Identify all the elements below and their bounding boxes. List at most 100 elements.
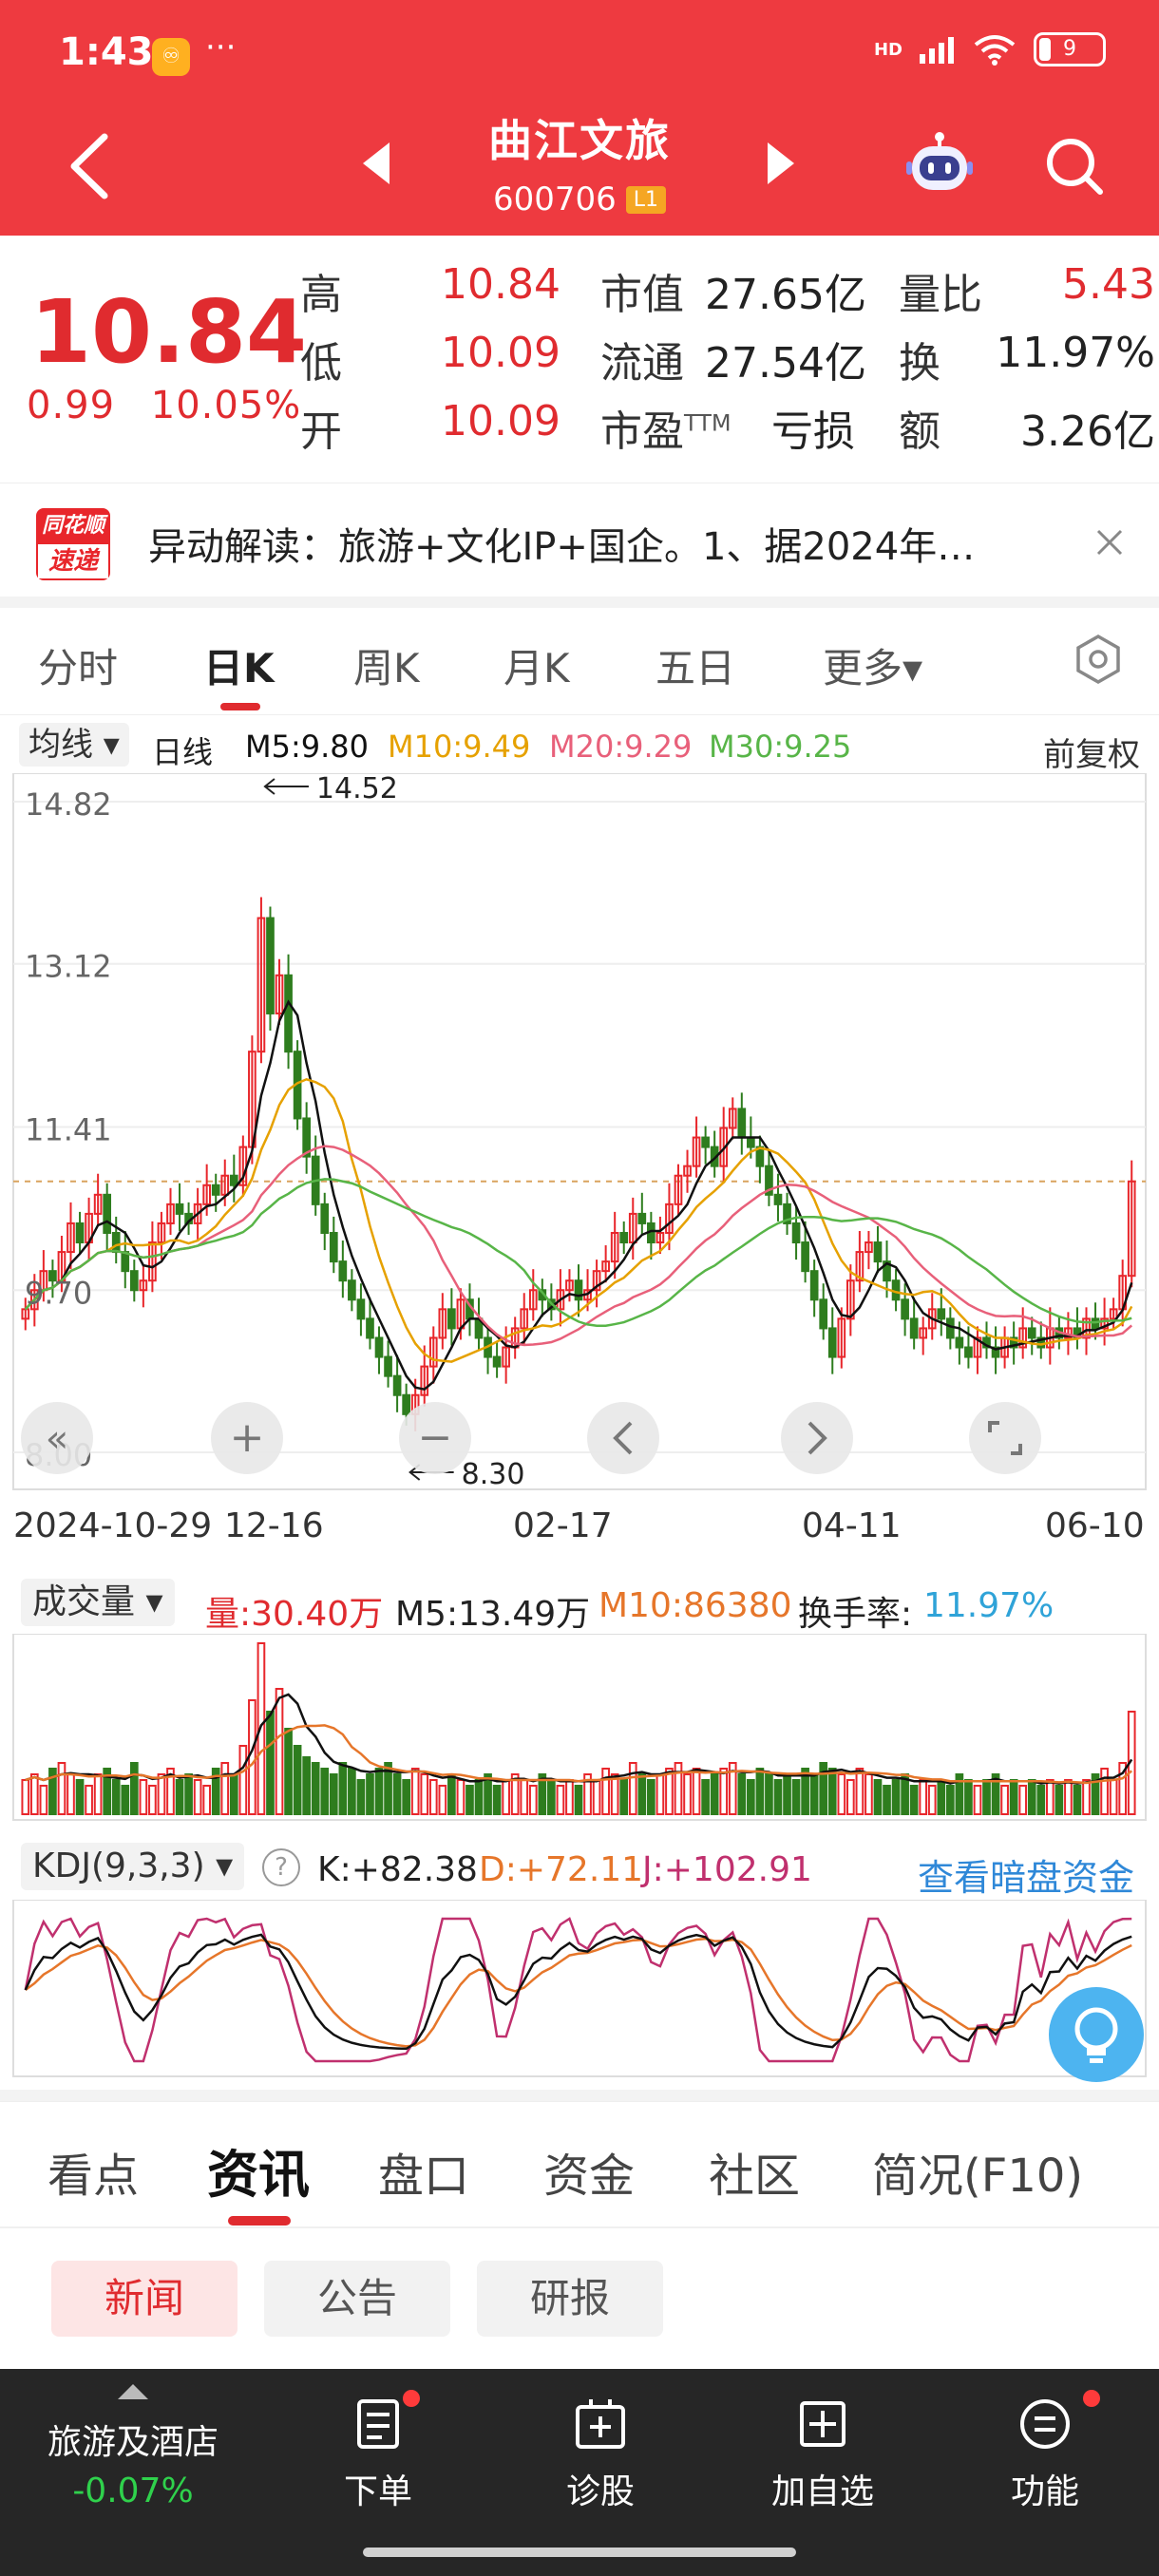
network-hd-label: HD	[873, 39, 902, 60]
zoom-in-button[interactable]	[211, 1402, 283, 1474]
order-button[interactable]: 下单	[283, 2369, 473, 2576]
turnover-value: 11.97%	[996, 329, 1155, 377]
volume-chart[interactable]	[0, 1634, 1159, 1824]
dark-pool-link[interactable]: 查看暗盘资金	[917, 1857, 1134, 1899]
wifi-icon	[974, 35, 1016, 66]
candle-body	[420, 1365, 429, 1396]
chip-research[interactable]: 研报	[477, 2261, 663, 2337]
status-time: 1:43	[59, 30, 154, 74]
tab-more[interactable]: 更多▾	[823, 645, 923, 691]
volume-bar	[492, 1785, 502, 1815]
tab-monthly-k[interactable]: 月K	[504, 645, 570, 691]
help-icon[interactable]: ?	[262, 1848, 300, 1886]
volume-bar	[973, 1785, 982, 1815]
fullscreen-button[interactable]	[969, 1402, 1041, 1474]
divider	[0, 2226, 1159, 2228]
candle-body	[66, 1222, 75, 1254]
assistant-robot-icon[interactable]	[904, 129, 975, 199]
candle-body	[402, 1393, 410, 1415]
volume-select[interactable]: 成交量 ▾	[21, 1579, 175, 1626]
zoom-out-button[interactable]	[399, 1402, 471, 1474]
x-axis: 2024-10-29 12-16 02-17 04-11 06-10	[0, 1495, 1159, 1565]
volume-bar	[747, 1779, 755, 1815]
diagnose-label: 诊股	[565, 2472, 635, 2511]
volume-bar	[1082, 1779, 1091, 1815]
tab-weekly-k[interactable]: 周K	[353, 645, 420, 691]
idea-button[interactable]	[1049, 1987, 1144, 2082]
volume-bar	[202, 1785, 212, 1815]
volume-bar	[1073, 1785, 1082, 1815]
scroll-right-button[interactable]	[781, 1402, 853, 1474]
volume-bar	[592, 1779, 601, 1815]
diagnose-button[interactable]: 诊股	[505, 2369, 695, 2576]
back-icon[interactable]	[57, 123, 124, 209]
scroll-left-button[interactable]	[587, 1402, 659, 1474]
volume-bar	[266, 1711, 275, 1815]
tab-daily-k[interactable]: 日K	[203, 645, 275, 691]
menu-icon	[1020, 2399, 1070, 2449]
volume-bar	[456, 1779, 466, 1815]
next-stock-icon[interactable]	[768, 142, 794, 184]
kdj-chart[interactable]	[0, 1900, 1159, 2080]
tab-community[interactable]: 社区	[709, 2150, 801, 2203]
volume-ma5-line	[25, 1693, 1133, 1785]
chip-announcements[interactable]: 公告	[264, 2261, 450, 2337]
candle-body	[492, 1355, 502, 1368]
volume-bar	[193, 1779, 202, 1815]
kdj-select[interactable]: KDJ(9,3,3) ▾	[21, 1843, 245, 1890]
low-value: 10.09	[441, 329, 560, 377]
kdj-k-line	[24, 1933, 1132, 2051]
volume-bar	[438, 1785, 447, 1815]
volume-bar	[1027, 1779, 1036, 1815]
tab-capital[interactable]: 资金	[543, 2150, 636, 2203]
news-banner[interactable]: 同花顺 速递 异动解读：旅游+文化IP+国企。1、据2024年…	[0, 483, 1159, 597]
volume-bar	[701, 1779, 710, 1815]
tab-news[interactable]: 资讯	[207, 2145, 310, 2205]
line-type-label: 日线	[152, 734, 214, 770]
add-watchlist-button[interactable]: 加自选	[728, 2369, 918, 2576]
candle-body	[148, 1241, 157, 1282]
candle-body	[157, 1222, 166, 1244]
sector-button[interactable]: 旅游及酒店 -0.07%	[0, 2369, 266, 2576]
volume-bar	[728, 1762, 737, 1815]
functions-label: 功能	[1010, 2472, 1079, 2511]
tab-intraday[interactable]: 分时	[38, 645, 119, 691]
volume-bar	[1018, 1785, 1028, 1815]
separator	[0, 597, 1159, 608]
prev-stock-icon[interactable]	[363, 142, 390, 184]
volume-bar	[184, 1773, 193, 1815]
volume-bar	[420, 1773, 429, 1815]
candle-body	[574, 1279, 583, 1301]
candle-body	[348, 1279, 356, 1301]
volume-bar	[238, 1745, 248, 1815]
ma-select[interactable]: 均线 ▾	[19, 723, 129, 767]
high-annotation: 14.52	[316, 773, 398, 805]
tab-highlights[interactable]: 看点	[48, 2150, 140, 2203]
price-change-row: 0.99 10.05%	[27, 384, 324, 427]
candle-body	[75, 1222, 85, 1244]
adjust-select[interactable]: 前复权	[1043, 736, 1140, 774]
ma5-value: M5:9.80	[245, 729, 369, 765]
tab-five-day[interactable]: 五日	[656, 645, 736, 691]
candle-body	[747, 1136, 755, 1148]
candle-body	[502, 1346, 510, 1368]
close-icon[interactable]	[1091, 523, 1129, 561]
volume-bar	[719, 1768, 729, 1815]
news-text[interactable]: 异动解读：旅游+文化IP+国企。1、据2024年…	[148, 525, 976, 569]
candle-body	[392, 1374, 402, 1396]
x-tick: 04-11	[802, 1506, 902, 1545]
volume-bar	[48, 1768, 57, 1815]
volume-bar	[909, 1785, 919, 1815]
search-icon[interactable]	[1041, 133, 1108, 199]
home-indicator[interactable]	[363, 2548, 796, 2557]
tab-orderbook[interactable]: 盘口	[378, 2150, 470, 2203]
functions-button[interactable]: 功能	[950, 2369, 1140, 2576]
chart-settings-icon[interactable]	[1072, 633, 1125, 686]
chip-news[interactable]: 新闻	[51, 2261, 238, 2337]
tab-f10[interactable]: 简况(F10)	[872, 2150, 1084, 2203]
candle-body	[719, 1127, 729, 1167]
volume-bar	[402, 1779, 410, 1815]
rewind-button[interactable]	[21, 1402, 93, 1474]
turnover-label: 换	[899, 339, 940, 388]
